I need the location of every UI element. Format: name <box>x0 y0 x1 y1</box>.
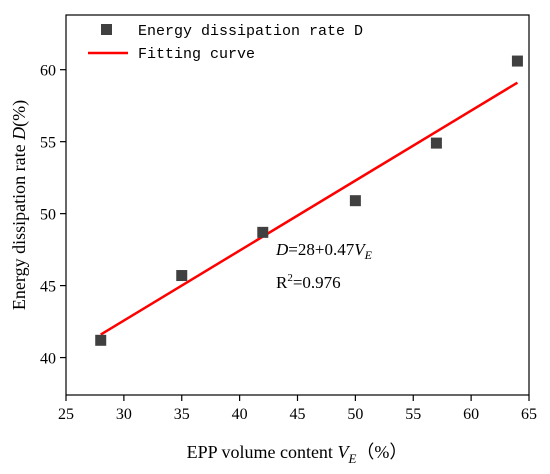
y-axis-ticks: 40 45 50 55 60 <box>40 63 66 368</box>
x-tick-label: 65 <box>521 406 537 423</box>
x-axis-label-sub: E <box>347 451 356 466</box>
y-tick-label: 60 <box>40 63 56 80</box>
plot-frame <box>65 14 530 396</box>
y-tick-label: 40 <box>40 351 56 368</box>
data-point <box>176 270 188 282</box>
data-point <box>430 137 442 149</box>
y-axis-label: Energy dissipation rate D(%) <box>9 100 30 310</box>
fitting-curve-layer <box>100 81 519 336</box>
x-axis-ticks: 25 30 35 40 45 50 55 60 65 <box>58 395 537 423</box>
x-tick-label: 50 <box>347 406 363 423</box>
x-tick-label: 35 <box>174 406 190 423</box>
data-point <box>511 55 523 67</box>
x-tick-label: 45 <box>290 406 306 423</box>
legend-label-line: Fitting curve <box>138 46 255 63</box>
legend-marker-square <box>101 24 112 35</box>
r2-base: R <box>276 273 288 292</box>
equation-body: =28+0.47 <box>288 240 354 259</box>
y-axis-label-unit: (%) <box>9 100 30 127</box>
legend-label-scatter: Energy dissipation rate D <box>138 23 363 40</box>
data-point <box>95 334 107 346</box>
r2-value: =0.976 <box>293 273 341 292</box>
data-point <box>349 195 361 207</box>
equation-sub-e: E <box>364 248 373 262</box>
x-tick-label: 60 <box>463 406 479 423</box>
y-tick-label: 50 <box>40 207 56 224</box>
x-tick-label: 30 <box>116 406 132 423</box>
y-tick-label: 45 <box>40 279 56 296</box>
x-tick-label: 55 <box>405 406 421 423</box>
x-axis-label-var: V <box>337 442 350 462</box>
x-axis-label: EPP volume content VE（%） <box>187 442 408 466</box>
x-tick-label: 25 <box>58 406 74 423</box>
equation-var-v: V <box>354 240 367 259</box>
equation-annotation: D=28+0.47VE <box>275 240 373 262</box>
y-axis-label-var: D <box>9 127 29 141</box>
y-tick-label: 55 <box>40 135 56 152</box>
y-axis-label-text: Energy dissipation rate <box>9 140 29 310</box>
r-squared-annotation: R2=0.976 <box>276 272 341 292</box>
x-tick-label: 40 <box>232 406 248 423</box>
x-axis-label-text: EPP volume content <box>187 442 338 462</box>
x-axis-label-unit: （%） <box>356 442 407 462</box>
fitting-curve-line <box>100 81 519 336</box>
data-point <box>257 226 269 238</box>
data-points-layer <box>95 55 523 346</box>
legend: Energy dissipation rate D Fitting curve <box>88 23 363 63</box>
r2-superscript: 2 <box>287 272 293 284</box>
equation-var-d: D <box>275 240 289 259</box>
